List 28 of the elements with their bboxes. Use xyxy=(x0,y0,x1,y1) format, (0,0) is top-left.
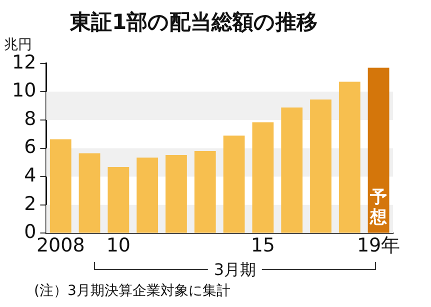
chart-title: 東証1部の配当総額の推移 xyxy=(70,9,318,36)
bar xyxy=(166,154,187,233)
x-tick-label: 2008 xyxy=(36,234,85,257)
bar xyxy=(281,108,303,233)
y-tick-label: 12 xyxy=(12,51,36,74)
data-label: 予想 xyxy=(369,188,388,228)
bar xyxy=(136,158,158,233)
x-tick-label: 10 xyxy=(106,234,131,257)
bar xyxy=(252,122,274,233)
bar xyxy=(223,136,245,233)
bar xyxy=(78,153,100,233)
bar xyxy=(338,82,360,233)
x-axis-title: 3月期 xyxy=(208,260,262,281)
y-tick-label: 0 xyxy=(24,221,36,244)
bar xyxy=(194,150,216,233)
y-tick-label: 6 xyxy=(24,136,36,158)
y-axis-title: 兆円 xyxy=(4,36,32,54)
bar xyxy=(310,99,332,233)
y-tick-label: 8 xyxy=(24,108,36,130)
bar xyxy=(50,139,72,233)
y-tick-label: 2 xyxy=(24,192,36,215)
y-tick-label: 10 xyxy=(12,80,36,102)
x-tick-label: 19年 xyxy=(356,234,400,257)
x-tick-label: 15 xyxy=(250,234,276,257)
bar xyxy=(108,166,130,233)
text: (注）3月期決算企業対象に集計 xyxy=(34,282,230,300)
y-tick-label: 4 xyxy=(24,164,36,187)
bar xyxy=(368,68,390,233)
